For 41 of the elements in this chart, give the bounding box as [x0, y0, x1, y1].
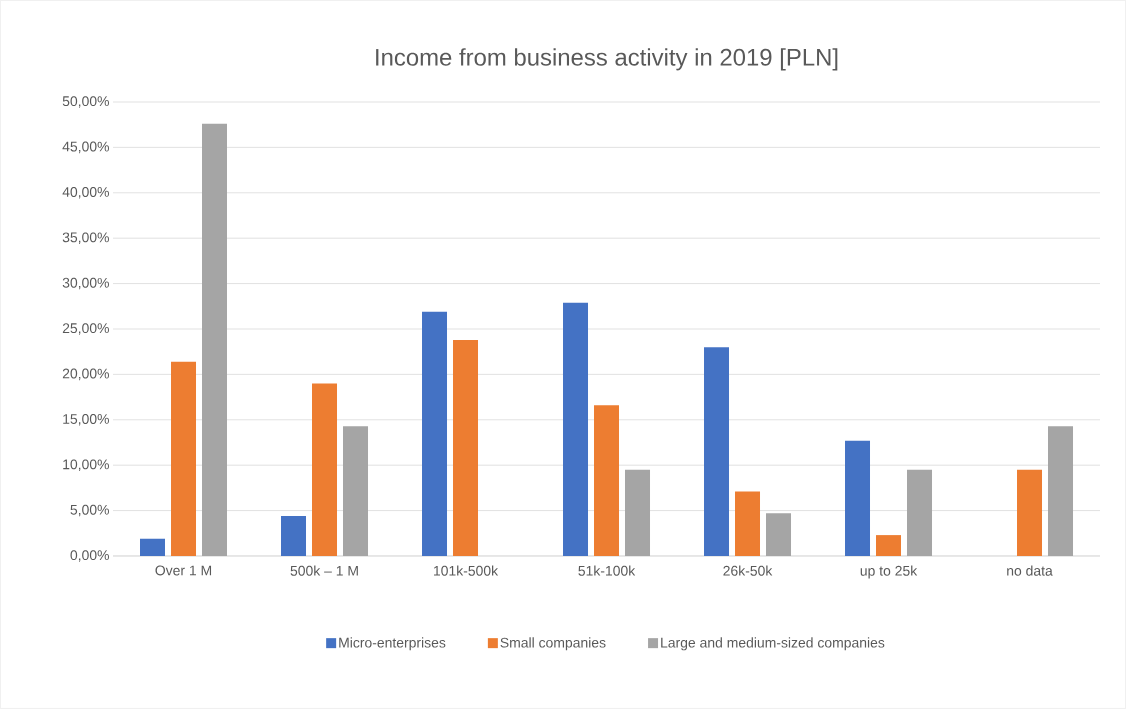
y-tick-label: 45,00% [62, 141, 109, 154]
bar [1017, 469, 1043, 556]
bar [312, 383, 338, 556]
bar [907, 469, 933, 556]
bar [453, 339, 479, 556]
x-tick-label: 26k-50k [723, 565, 773, 576]
legend-label: Small companies [500, 637, 606, 651]
x-tick-label: 101k-500k [434, 565, 499, 576]
bar [625, 469, 651, 556]
x-tick-label: 500k – 1 M [290, 565, 358, 576]
bar [422, 311, 448, 556]
bar [876, 535, 902, 556]
bar [594, 405, 620, 556]
x-tick-label: 51k-100k [578, 565, 636, 576]
x-tick-label: Over 1 M [155, 565, 212, 576]
bar [202, 123, 228, 556]
x-tick-label: up to 25k [860, 565, 918, 579]
bar [343, 426, 369, 556]
legend-label: Micro-enterprises [339, 637, 446, 651]
y-tick-label: 40,00% [62, 187, 109, 199]
y-tick-label: 20,00% [62, 368, 109, 381]
y-tick-label: 10,00% [63, 459, 109, 471]
y-tick-label: 5,00% [70, 504, 109, 517]
bar [766, 513, 792, 556]
y-tick-label: 50,00% [62, 96, 109, 108]
bar [563, 302, 589, 556]
y-tick-label: 0,00% [70, 550, 109, 562]
bar [735, 491, 761, 556]
x-tick-label: no data [1007, 565, 1053, 576]
y-tick-label: 30,00% [62, 277, 109, 290]
bar [281, 516, 307, 556]
y-tick-label: 25,00% [62, 323, 109, 335]
bar [1048, 426, 1074, 556]
chart-title: Income from business activity in 2019 [PLN] [376, 48, 838, 71]
bar [140, 538, 166, 556]
bar [704, 347, 730, 556]
y-tick-label: 15,00% [63, 414, 109, 426]
y-tick-label: 35,00% [62, 232, 109, 244]
legend-label: Large and medium-sized companies [661, 637, 885, 651]
bar [845, 440, 871, 556]
bar [171, 361, 197, 556]
